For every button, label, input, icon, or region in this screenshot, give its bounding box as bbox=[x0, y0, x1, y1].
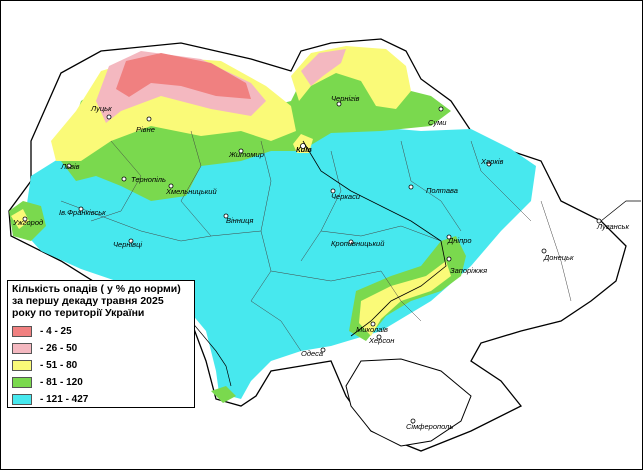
svg-text:Ів.Франківськ: Ів.Франківськ bbox=[59, 208, 106, 217]
legend-item-26-50: - 26 - 50 bbox=[12, 340, 190, 357]
svg-text:Херсон: Херсон bbox=[368, 336, 394, 345]
legend-item-51-80: - 51 - 80 bbox=[12, 357, 190, 374]
svg-text:Рівне: Рівне bbox=[136, 125, 155, 134]
city-lutsk: Луцьк bbox=[90, 104, 112, 120]
city-khmelnytskyi: Хмельницький bbox=[165, 183, 217, 196]
city-rivne: Рівне bbox=[136, 116, 155, 134]
city-mykolaiv: Миколаїв bbox=[356, 321, 388, 334]
legend-item-121-427: - 121 - 427 bbox=[12, 391, 190, 408]
legend-swatch bbox=[12, 360, 32, 371]
zone-51-80-uzhhorod bbox=[11, 209, 29, 229]
legend-label: - 51 - 80 bbox=[40, 360, 78, 371]
svg-text:Запоріжжя: Запоріжжя bbox=[450, 266, 487, 275]
svg-text:Луганськ: Луганськ bbox=[596, 222, 629, 231]
city-lviv: Львів bbox=[60, 162, 80, 171]
city-kherson: Херсон bbox=[368, 334, 394, 345]
city-vinnytsia: Вінниця bbox=[223, 213, 253, 225]
svg-text:Одеса: Одеса bbox=[301, 349, 323, 358]
dnipro-river bbox=[302, 140, 447, 337]
city-kyiv: Київ bbox=[296, 143, 312, 154]
svg-text:Кропивницький: Кропивницький bbox=[331, 239, 385, 248]
legend-item-81-120: - 81 - 120 bbox=[12, 374, 190, 391]
border-moldova bbox=[190, 320, 232, 387]
svg-text:Львів: Львів bbox=[60, 162, 80, 171]
svg-text:Хмельницький: Хмельницький bbox=[165, 187, 217, 196]
svg-text:Черкаси: Черкаси bbox=[331, 192, 361, 201]
zone-81-120-southwest bbox=[211, 386, 236, 403]
svg-text:Сімферополь: Сімферополь bbox=[406, 422, 453, 431]
svg-text:Луцьк: Луцьк bbox=[90, 104, 112, 113]
legend-label: - 26 - 50 bbox=[40, 343, 78, 354]
legend: Кількість опадів ( у % до норми) за перш… bbox=[7, 280, 195, 408]
svg-text:Тернопіль: Тернопіль bbox=[131, 175, 166, 184]
svg-text:Дніпро: Дніпро bbox=[447, 236, 472, 245]
svg-text:Донецьк: Донецьк bbox=[543, 253, 574, 262]
city-donetsk: Донецьк bbox=[541, 248, 574, 262]
legend-label: - 121 - 427 bbox=[40, 394, 89, 405]
legend-swatch bbox=[12, 377, 32, 388]
legend-swatch bbox=[12, 394, 32, 405]
city-odesa: Одеса bbox=[301, 347, 326, 358]
zone-51-80-south bbox=[359, 261, 451, 336]
crimea bbox=[345, 358, 472, 447]
legend-item-4-25: - 4 - 25 bbox=[12, 323, 190, 340]
svg-text:Житомир: Житомир bbox=[228, 150, 264, 159]
svg-text:Полтава: Полтава bbox=[426, 186, 458, 195]
city-ternopil: Тернопіль bbox=[121, 175, 166, 184]
zone-26-50-northeast bbox=[301, 49, 346, 86]
city-poltava: Полтава bbox=[408, 184, 458, 195]
legend-swatch bbox=[12, 343, 32, 354]
city-cherkasy: Черкаси bbox=[330, 188, 361, 201]
city-ivano-frankivsk: Ів.Франківськ bbox=[59, 206, 106, 217]
legend-label: - 81 - 120 bbox=[40, 377, 83, 388]
city-chernihiv: Чернігів bbox=[331, 94, 360, 107]
svg-text:Чернігів: Чернігів bbox=[331, 94, 360, 103]
svg-text:Ужгород: Ужгород bbox=[12, 218, 43, 227]
oblast-boundaries bbox=[60, 130, 572, 352]
city-kharkiv: Харків bbox=[480, 157, 504, 167]
city-kropyvnytskyi: Кропивницький bbox=[331, 239, 385, 248]
legend-title: Кількість опадів ( у % до норми) за перш… bbox=[12, 283, 181, 319]
svg-text:Чернівці: Чернівці bbox=[113, 240, 142, 249]
city-zaporizhzhia: Запоріжжя bbox=[446, 256, 487, 275]
svg-text:Миколаїв: Миколаїв bbox=[356, 325, 388, 334]
zone-4-25 bbox=[116, 53, 251, 99]
svg-text:Суми: Суми bbox=[428, 118, 447, 127]
city-sumy: Суми bbox=[428, 106, 447, 127]
svg-text:Київ: Київ bbox=[296, 145, 312, 154]
city-zhytomyr: Житомир bbox=[228, 148, 264, 159]
legend-swatch bbox=[12, 326, 32, 337]
city-luhansk: Луганськ bbox=[596, 218, 629, 231]
city-dnipro: Дніпро bbox=[446, 234, 472, 245]
svg-text:Харків: Харків bbox=[480, 157, 504, 166]
city-uzhhorod: Ужгород bbox=[12, 216, 43, 227]
legend-label: - 4 - 25 bbox=[40, 326, 72, 337]
city-simferopol: Сімферополь bbox=[406, 418, 453, 431]
city-chernivtsi: Чернівці bbox=[113, 238, 142, 249]
border-east bbox=[600, 200, 641, 222]
svg-text:Вінниця: Вінниця bbox=[226, 216, 253, 225]
